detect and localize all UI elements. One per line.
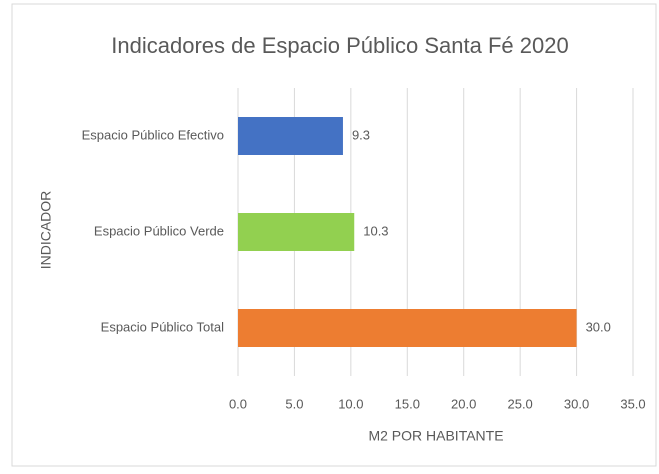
bar [238, 309, 577, 347]
bar [238, 213, 355, 251]
value-label: 30.0 [586, 319, 611, 334]
x-tick-label: 30.0 [564, 396, 589, 411]
value-label: 9.3 [352, 127, 370, 142]
y-tick-label: Espacio Público Total [101, 319, 224, 334]
bar [238, 117, 343, 155]
x-tick-label: 20.0 [451, 396, 476, 411]
y-axis-label: INDICADOR [38, 191, 54, 270]
x-axis-label: M2 POR HABITANTE [368, 428, 503, 444]
value-label: 10.3 [363, 223, 388, 238]
x-tick-label: 25.0 [507, 396, 532, 411]
y-tick-label: Espacio Público Verde [94, 223, 224, 238]
chart-title: Indicadores de Espacio Público Santa Fé … [111, 33, 568, 58]
x-tick-label: 35.0 [620, 396, 645, 411]
x-tick-label: 15.0 [395, 396, 420, 411]
x-tick-label: 10.0 [338, 396, 363, 411]
x-tick-label: 5.0 [285, 396, 303, 411]
x-tick-label: 0.0 [229, 396, 247, 411]
y-tick-label: Espacio Público Efectivo [82, 127, 224, 142]
